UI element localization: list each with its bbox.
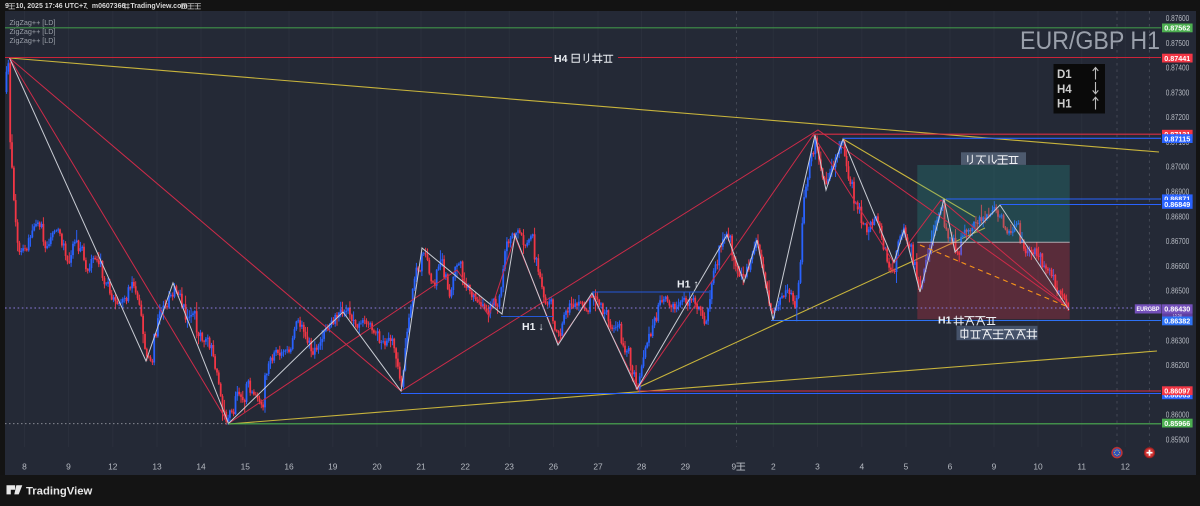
- svg-text:0.86500: 0.86500: [1166, 286, 1190, 296]
- svg-text:3: 3: [815, 461, 820, 471]
- svg-text:9: 9: [992, 461, 997, 471]
- svg-text:H4: H4: [554, 53, 568, 65]
- svg-text:26: 26: [549, 461, 559, 471]
- svg-text:0.86849: 0.86849: [1164, 200, 1190, 209]
- svg-text:0.86382: 0.86382: [1164, 317, 1190, 326]
- svg-text:0.87562: 0.87562: [1164, 24, 1190, 33]
- svg-text:2: 2: [771, 461, 776, 471]
- svg-text:15:58: 15:58: [1173, 313, 1182, 317]
- svg-text:0.86097: 0.86097: [1164, 387, 1190, 396]
- svg-text:14: 14: [196, 461, 206, 471]
- svg-text:10, 2025 17:46 UTC+7: 10, 2025 17:46 UTC+7: [16, 3, 88, 10]
- svg-text:0.86700: 0.86700: [1166, 236, 1190, 246]
- svg-text:H1: H1: [938, 315, 952, 327]
- svg-text:0.86430: 0.86430: [1164, 305, 1190, 314]
- svg-text:28: 28: [637, 461, 647, 471]
- svg-text:9: 9: [732, 461, 737, 471]
- svg-text:20: 20: [372, 461, 382, 471]
- svg-text:9: 9: [66, 461, 71, 471]
- svg-text:0.86871: 0.86871: [1164, 195, 1190, 204]
- svg-text:16: 16: [284, 461, 294, 471]
- svg-text:19: 19: [328, 461, 338, 471]
- svg-text:4: 4: [859, 461, 864, 471]
- svg-text:H1: H1: [1057, 99, 1072, 111]
- svg-text:0.86900: 0.86900: [1166, 187, 1190, 197]
- svg-text:21: 21: [416, 461, 426, 471]
- svg-text:9: 9: [5, 3, 9, 10]
- svg-text:27: 27: [593, 461, 603, 471]
- svg-text:ZigZag++ [LD]: ZigZag++ [LD]: [10, 27, 56, 36]
- svg-text:m0607366: m0607366: [92, 3, 126, 10]
- svg-text:0.87300: 0.87300: [1166, 87, 1190, 97]
- svg-text:0.86063: 0.86063: [1164, 391, 1190, 400]
- svg-text:0.85900: 0.85900: [1166, 434, 1190, 444]
- svg-text:10: 10: [1033, 461, 1043, 471]
- svg-text:EUR/GBP H1: EUR/GBP H1: [1020, 27, 1160, 55]
- svg-text:13: 13: [152, 461, 162, 471]
- svg-text:H1 ↓: H1 ↓: [522, 321, 544, 333]
- svg-text:0.87200: 0.87200: [1166, 112, 1190, 122]
- svg-text:EURGBP: EURGBP: [1137, 306, 1160, 313]
- svg-text:0.87441: 0.87441: [1164, 54, 1190, 63]
- svg-text:TradingView: TradingView: [26, 485, 93, 497]
- svg-text:8: 8: [22, 461, 27, 471]
- svg-text:15: 15: [241, 461, 251, 471]
- svg-text:23: 23: [505, 461, 515, 471]
- svg-text:0.87500: 0.87500: [1166, 38, 1190, 48]
- svg-text:TradingView.com: TradingView.com: [130, 3, 187, 10]
- svg-text:ZigZag++ [LD]: ZigZag++ [LD]: [10, 36, 56, 45]
- svg-text:H1 ↑: H1 ↑: [677, 279, 699, 291]
- svg-text:11: 11: [1077, 461, 1086, 471]
- svg-text:0.86600: 0.86600: [1166, 261, 1190, 271]
- svg-text:0.87115: 0.87115: [1164, 134, 1190, 143]
- svg-text:ZigZag++ [LD]: ZigZag++ [LD]: [10, 18, 56, 27]
- svg-text:H4: H4: [1057, 84, 1072, 96]
- svg-text:D1: D1: [1057, 69, 1072, 81]
- svg-text:0.87400: 0.87400: [1166, 63, 1190, 73]
- svg-text:0.86200: 0.86200: [1166, 360, 1190, 370]
- svg-text:0.85966: 0.85966: [1164, 419, 1190, 428]
- svg-text:22: 22: [461, 461, 471, 471]
- svg-text:29: 29: [681, 461, 691, 471]
- svg-text:0.86000: 0.86000: [1166, 410, 1190, 420]
- svg-text:0.86300: 0.86300: [1166, 335, 1190, 345]
- svg-text:0.87600: 0.87600: [1166, 13, 1190, 23]
- svg-text:12: 12: [1121, 461, 1131, 471]
- svg-text:6: 6: [948, 461, 953, 471]
- svg-text:5: 5: [904, 461, 909, 471]
- svg-text:12: 12: [108, 461, 118, 471]
- svg-text:0.87000: 0.87000: [1166, 162, 1190, 172]
- svg-text:0.86800: 0.86800: [1166, 211, 1190, 221]
